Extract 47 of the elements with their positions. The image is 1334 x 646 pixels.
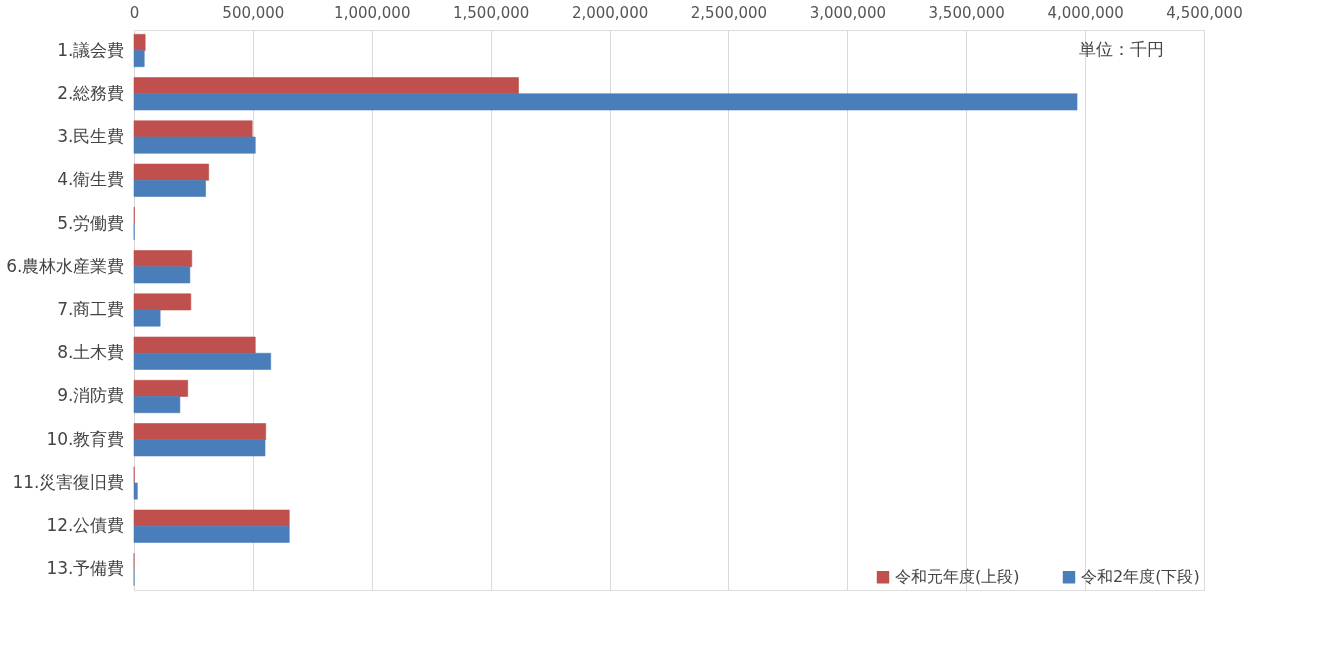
bar [133, 309, 161, 327]
bar [133, 509, 290, 527]
y-tick-label: 2.総務費 [57, 82, 125, 103]
bar [133, 93, 1078, 111]
x-tick-label: 3,500,000 [928, 3, 1005, 22]
bar [133, 439, 266, 457]
bar [133, 336, 256, 354]
y-tick-label: 5.労働費 [57, 212, 125, 233]
y-tick-label: 3.民生費 [57, 126, 125, 147]
y-tick-label: 1.議会費 [57, 39, 125, 60]
x-tick-label: 500,000 [222, 3, 285, 22]
y-tick-label: 8.土木費 [57, 342, 125, 363]
bar [133, 250, 193, 268]
bar [133, 482, 138, 500]
x-tick-label: 1,500,000 [452, 3, 530, 22]
y-tick-label: 9.消防費 [57, 385, 125, 406]
bar [133, 34, 146, 51]
x-tick-label: 3,000,000 [809, 3, 887, 22]
bar [133, 293, 192, 311]
y-tick-label: 10.教育費 [46, 428, 125, 449]
x-tick-label: 1,000,000 [334, 3, 411, 22]
bar [133, 379, 189, 397]
y-tick-label: 13.予備費 [46, 558, 125, 579]
bar [133, 352, 272, 370]
x-tick-label: 2,500,000 [690, 3, 768, 22]
x-tick-label: 0 [129, 3, 140, 22]
bar [133, 50, 145, 68]
x-tick-label: 4,000,000 [1047, 3, 1124, 22]
bar [133, 163, 209, 181]
x-tick-label: 4,500,000 [1166, 3, 1243, 22]
y-tick-label: 6.農林水産業費 [6, 255, 125, 276]
legend-label: 令和元年度(上段) [895, 567, 1020, 587]
y-tick-label: 12.公債費 [46, 515, 125, 536]
annotation: 単位：千円 [1079, 39, 1164, 59]
bar [133, 266, 191, 284]
bar [133, 525, 290, 543]
legend-label: 令和2年度(下段) [1081, 567, 1200, 587]
bar [133, 423, 267, 441]
x-tick-label: 2,000,000 [571, 3, 649, 22]
bar [133, 179, 206, 197]
bar [133, 396, 181, 413]
bar [133, 77, 519, 95]
y-tick-label: 11.災害復旧費 [12, 471, 125, 492]
y-tick-label: 7.商工費 [57, 299, 125, 319]
bar [133, 120, 253, 138]
y-tick-label: 4.衛生費 [57, 169, 125, 190]
bar [133, 136, 256, 154]
